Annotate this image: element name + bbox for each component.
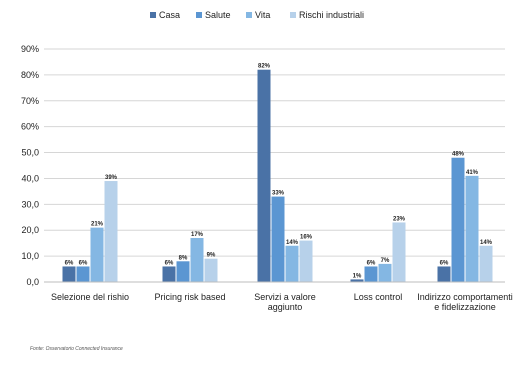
data-label: 17%: [191, 232, 204, 238]
bar: [392, 222, 406, 282]
data-label: 14%: [286, 240, 299, 246]
bar: [299, 240, 313, 282]
y-tick-label: 30,0: [21, 199, 39, 209]
bar: [350, 279, 364, 282]
category-label: Servizi a valore: [254, 292, 316, 302]
legend-swatch: [196, 12, 202, 18]
bar: [162, 266, 176, 282]
bar: [257, 69, 271, 282]
y-tick-label: 60%: [21, 122, 39, 132]
bar: [190, 237, 204, 282]
bar: [76, 266, 90, 282]
bar: [465, 175, 479, 282]
y-tick-label: 20,0: [21, 225, 39, 235]
y-tick-label: 90%: [21, 44, 39, 54]
bar: [364, 266, 378, 282]
legend-swatch: [246, 12, 252, 18]
source-footnote: Fonte: Osservatorio Connected Insurance: [30, 346, 123, 352]
bar: [451, 157, 465, 282]
bar: [271, 196, 285, 282]
category-label: Indirizzo comportamenti: [417, 292, 513, 302]
data-label: 6%: [79, 260, 88, 266]
data-label: 9%: [207, 253, 216, 259]
bar: [90, 227, 104, 282]
data-label: 39%: [105, 175, 118, 181]
data-label: 6%: [440, 260, 449, 266]
legend-label: Salute: [205, 10, 231, 20]
data-label: 82%: [258, 64, 271, 70]
category-label: Pricing risk based: [154, 292, 225, 302]
bar: [104, 181, 118, 282]
data-label: 6%: [165, 260, 174, 266]
data-label: 7%: [381, 258, 390, 264]
y-tick-label: 70%: [21, 96, 39, 106]
category-label: Loss control: [354, 292, 403, 302]
data-label: 1%: [353, 273, 362, 279]
legend-label: Vita: [255, 10, 270, 20]
bar: [204, 258, 218, 282]
data-label: 8%: [179, 255, 188, 261]
data-label: 33%: [272, 191, 285, 197]
y-tick-label: 50,0: [21, 148, 39, 158]
data-label: 16%: [300, 235, 313, 241]
bar: [285, 245, 299, 282]
y-tick-label: 80%: [21, 70, 39, 80]
bar: [62, 266, 76, 282]
data-label: 23%: [393, 216, 406, 222]
category-label: e fidelizzazione: [434, 302, 496, 312]
data-label: 48%: [452, 152, 465, 158]
bar: [479, 245, 493, 282]
legend-label: Casa: [159, 10, 180, 20]
data-label: 21%: [91, 222, 104, 228]
y-tick-label: 40,0: [21, 173, 39, 183]
bar: [437, 266, 451, 282]
legend-swatch: [150, 12, 156, 18]
data-label: 41%: [466, 170, 479, 176]
bar: [378, 263, 392, 282]
y-tick-label: 0,0: [26, 277, 39, 287]
y-tick-label: 10,0: [21, 251, 39, 261]
data-label: 14%: [480, 240, 493, 246]
data-label: 6%: [65, 260, 74, 266]
legend-swatch: [290, 12, 296, 18]
category-label: aggiunto: [268, 302, 303, 312]
legend-label: Rischi industriali: [299, 10, 364, 20]
bar: [176, 261, 190, 282]
data-label: 6%: [367, 260, 376, 266]
category-label: Selezione del rishio: [51, 292, 129, 302]
